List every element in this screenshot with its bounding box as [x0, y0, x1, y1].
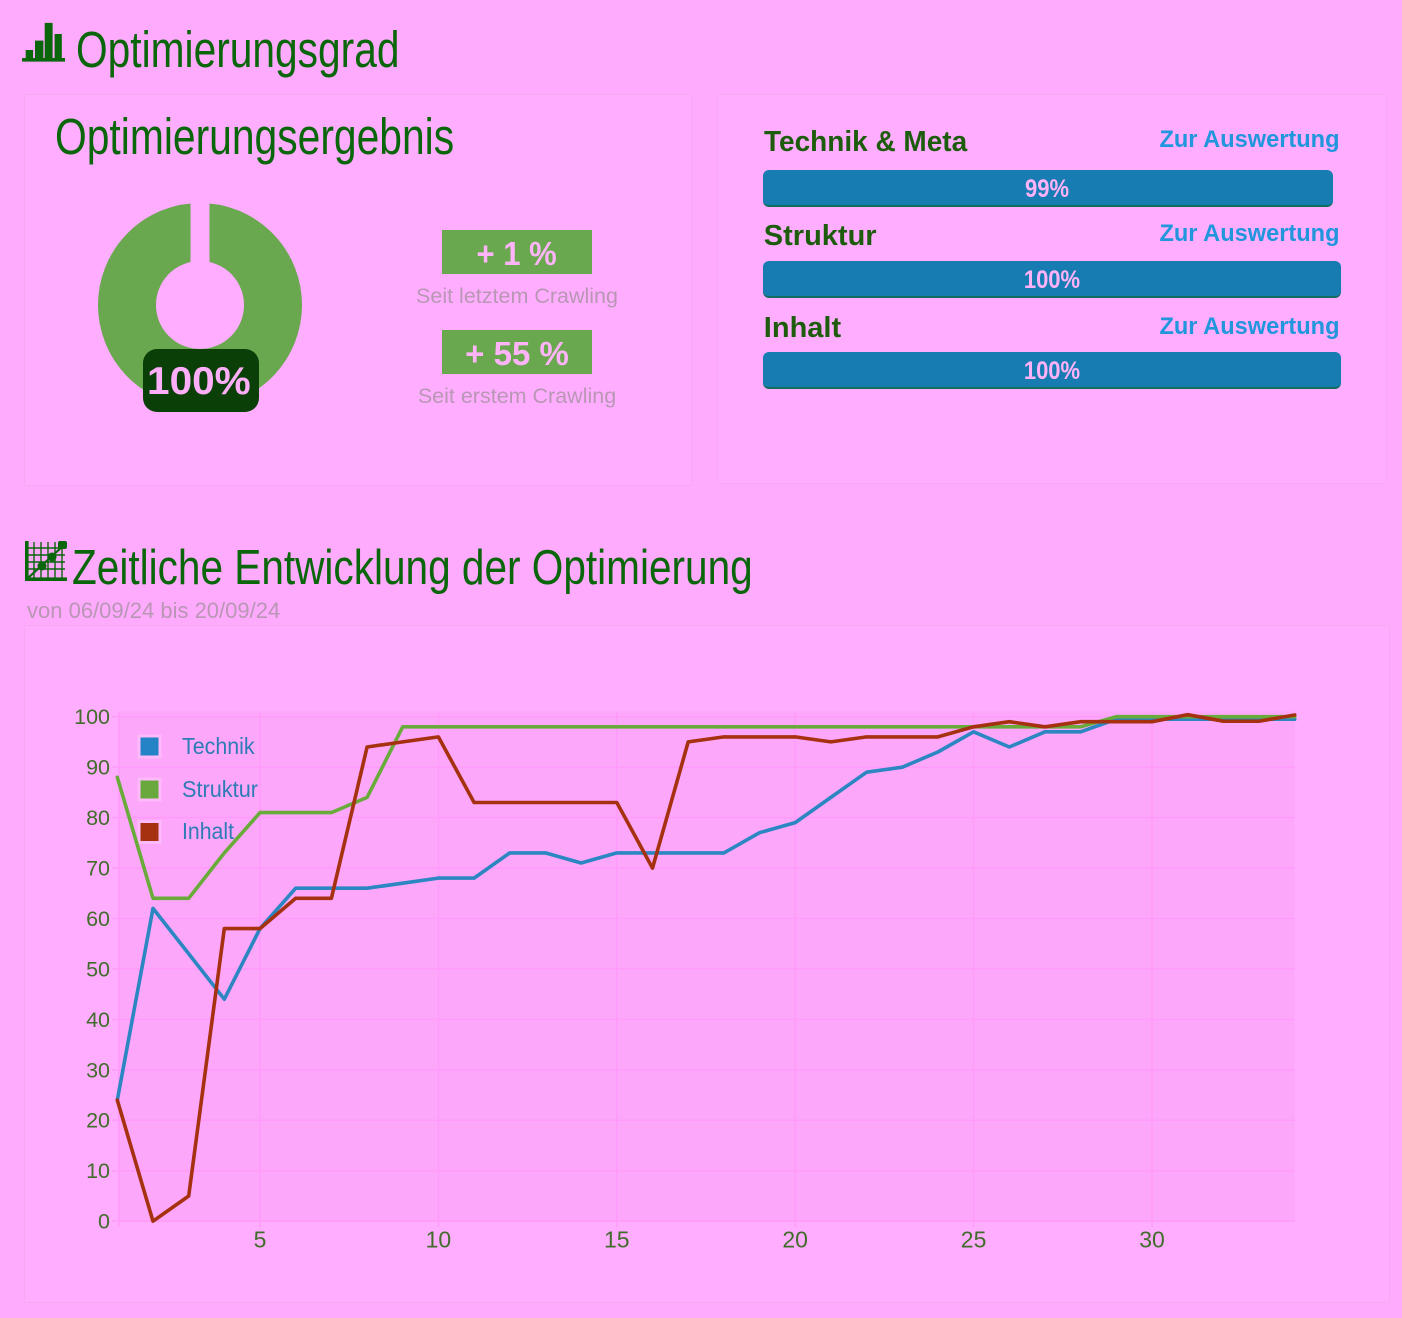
svg-text:10: 10 [426, 1227, 452, 1253]
svg-text:25: 25 [961, 1227, 987, 1253]
svg-text:15: 15 [604, 1227, 630, 1253]
svg-text:0: 0 [98, 1210, 110, 1234]
svg-text:70: 70 [86, 857, 110, 881]
svg-text:60: 60 [86, 907, 110, 931]
svg-text:Inhalt: Inhalt [182, 818, 235, 844]
svg-text:5: 5 [254, 1227, 267, 1253]
svg-text:100: 100 [74, 705, 110, 729]
svg-text:30: 30 [86, 1058, 110, 1082]
svg-text:30: 30 [1139, 1227, 1165, 1253]
svg-text:80: 80 [86, 806, 110, 830]
svg-text:20: 20 [86, 1109, 110, 1133]
svg-text:Technik: Technik [182, 733, 255, 759]
svg-text:90: 90 [86, 756, 110, 780]
svg-text:50: 50 [86, 957, 110, 981]
svg-text:40: 40 [86, 1008, 110, 1032]
svg-text:Struktur: Struktur [182, 776, 258, 802]
svg-text:10: 10 [86, 1159, 110, 1183]
svg-text:20: 20 [782, 1227, 808, 1253]
